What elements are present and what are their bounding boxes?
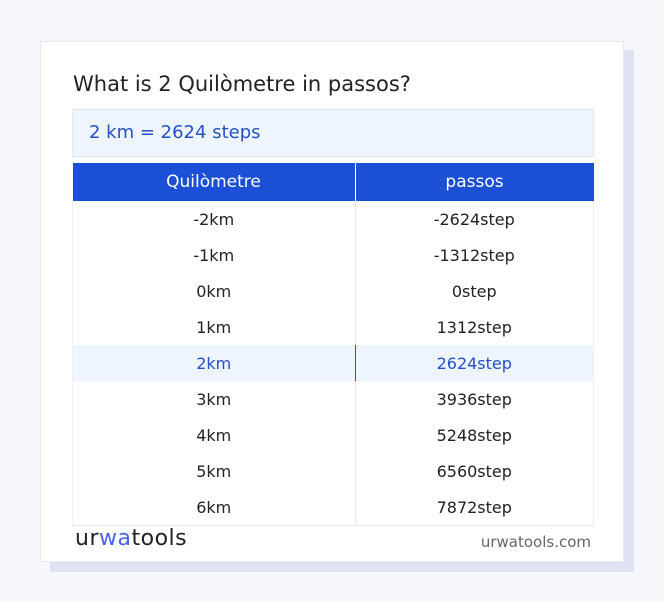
table-row: 1km 1312step: [72, 309, 594, 345]
table-row: 5km 6560step: [72, 453, 594, 489]
result-box: 2 km = 2624 steps: [72, 109, 594, 157]
table-row: 3km 3936step: [72, 381, 594, 417]
table-row: 6km 7872step: [72, 489, 594, 526]
table-row: -2km -2624step: [72, 201, 594, 237]
passos-cell: 0step: [354, 273, 594, 309]
passos-cell: -2624step: [354, 201, 594, 237]
passos-cell: 1312step: [354, 309, 594, 345]
table-row: 2km 2624step: [72, 345, 594, 381]
kilometre-cell: 0km: [72, 273, 355, 309]
passos-cell: 6560step: [354, 453, 594, 489]
converter-card: What is 2 Quilòmetre in passos? 2 km = 2…: [40, 41, 624, 562]
column-header-kilometre: Quilòmetre: [72, 163, 355, 201]
kilometre-cell: -2km: [72, 201, 355, 237]
logo-part: wa: [99, 526, 132, 551]
kilometre-cell: 6km: [72, 489, 355, 526]
passos-cell: 5248step: [354, 417, 594, 453]
logo-part: tools: [131, 526, 188, 551]
passos-cell: 2624step: [354, 345, 594, 381]
table-row: -1km -1312step: [72, 237, 594, 273]
kilometre-cell: 2km: [72, 345, 355, 381]
site-link[interactable]: urwatools.com: [480, 533, 591, 551]
page-title: What is 2 Quilòmetre in passos?: [73, 72, 411, 96]
passos-cell: 3936step: [354, 381, 594, 417]
passos-cell: 7872step: [354, 489, 594, 526]
kilometre-cell: -1km: [72, 237, 355, 273]
passos-cell: -1312step: [354, 237, 594, 273]
kilometre-cell: 4km: [72, 417, 355, 453]
kilometre-cell: 3km: [72, 381, 355, 417]
kilometre-cell: 5km: [72, 453, 355, 489]
logo-part: ur: [75, 526, 99, 551]
column-header-passos: passos: [354, 163, 594, 201]
conversion-table: Quilòmetre passos -2km -2624step -1km -1312…: [72, 163, 594, 526]
urwatools-logo[interactable]: urwatools: [75, 526, 187, 551]
table-row: 4km 5248step: [72, 417, 594, 453]
kilometre-cell: 1km: [72, 309, 355, 345]
table-row: 0km 0step: [72, 273, 594, 309]
